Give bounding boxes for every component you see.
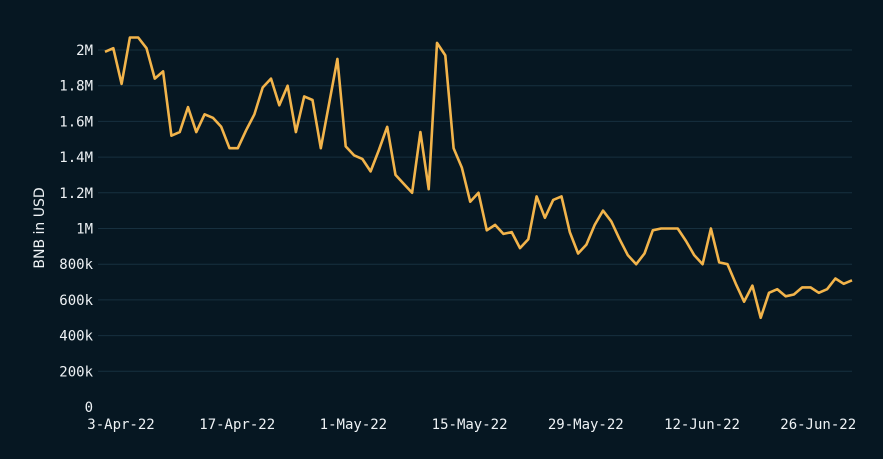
y-tick-label: 800k bbox=[59, 257, 93, 273]
y-tick-label: 2M bbox=[76, 43, 93, 59]
x-tick-label: 15-May-22 bbox=[432, 417, 508, 433]
y-tick-label: 0 bbox=[85, 400, 93, 416]
x-axis-ticks: 3-Apr-22 17-Apr-22 1-May-22 15-May-22 29-May… bbox=[87, 417, 856, 433]
x-tick-label: 26-Jun-22 bbox=[780, 417, 856, 433]
series-line-bnb bbox=[104, 36, 853, 320]
y-tick-label: 1.6M bbox=[59, 114, 93, 130]
y-axis-label: BNB in USD bbox=[32, 187, 48, 268]
y-tick-label: 1.8M bbox=[59, 79, 93, 95]
x-tick-label: 29-May-22 bbox=[548, 417, 624, 433]
y-tick-label: 1M bbox=[76, 222, 93, 238]
x-tick-label: 3-Apr-22 bbox=[87, 417, 154, 433]
y-tick-label: 200k bbox=[59, 364, 93, 380]
y-tick-label: 1.2M bbox=[59, 186, 93, 202]
x-tick-label: 17-Apr-22 bbox=[199, 417, 275, 433]
y-tick-label: 400k bbox=[59, 329, 93, 345]
x-tick-label: 1-May-22 bbox=[320, 417, 387, 433]
y-tick-label: 600k bbox=[59, 293, 93, 309]
y-axis-ticks: 0 200k 400k 600k 800k 1M 1.2M 1.4M 1.6M 1.8M 2M bbox=[59, 43, 93, 416]
gridlines bbox=[98, 49, 852, 372]
x-tick-label: 12-Jun-22 bbox=[664, 417, 740, 433]
y-tick-label: 1.4M bbox=[59, 150, 93, 166]
